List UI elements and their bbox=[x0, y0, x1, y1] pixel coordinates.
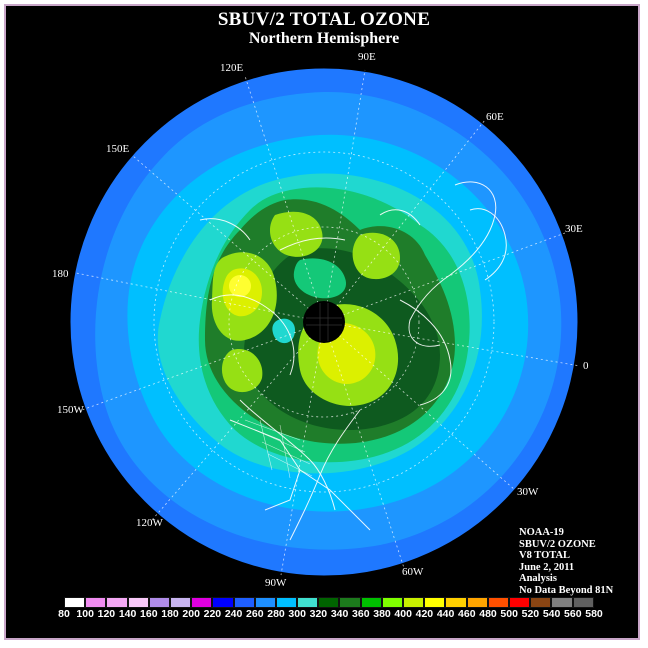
lon-label-30w: 30W bbox=[517, 486, 539, 498]
lon-label-60e: 60E bbox=[486, 111, 504, 123]
colorbar-swatch bbox=[572, 597, 594, 608]
info-note: No Data Beyond 81N bbox=[519, 584, 614, 596]
colorbar-swatch bbox=[297, 597, 319, 608]
colorbar-swatch bbox=[254, 597, 276, 608]
colorbar-tick-label: 480 bbox=[479, 608, 497, 620]
colorbar-tick-label: 320 bbox=[309, 608, 328, 620]
lon-label-90e: 90E bbox=[358, 51, 376, 63]
colorbar-tick-label: 80 bbox=[58, 608, 70, 620]
colorbar-tick-label: 280 bbox=[267, 608, 285, 620]
colorbar-swatch bbox=[233, 597, 255, 608]
colorbar-swatch bbox=[424, 597, 446, 608]
colorbar-tick-label: 360 bbox=[352, 608, 370, 620]
colorbar-tick-label: 400 bbox=[394, 608, 412, 620]
pole-hatch bbox=[306, 303, 342, 341]
info-product: V8 TOTAL bbox=[519, 550, 571, 562]
lon-label-30e: 30E bbox=[565, 223, 583, 235]
lon-label-60w: 60W bbox=[402, 566, 424, 578]
info-satellite: NOAA-19 bbox=[519, 527, 564, 538]
colorbar-tick-label: 220 bbox=[203, 608, 222, 620]
info-instrument: SBUV/2 OZONE bbox=[519, 538, 596, 550]
colorbar-tick-label: 180 bbox=[161, 608, 179, 620]
lon-label-90w: 90W bbox=[265, 577, 287, 589]
colorbar-swatch bbox=[169, 597, 192, 608]
colorbar-swatch bbox=[212, 597, 234, 608]
lon-label-120w: 120W bbox=[136, 517, 163, 529]
colorbar-tick-label: 100 bbox=[76, 608, 94, 620]
colorbar-tick-label: 500 bbox=[500, 608, 518, 620]
contour-400-south bbox=[221, 349, 263, 393]
colorbar-tick-label: 440 bbox=[436, 608, 455, 620]
colorbar-swatch bbox=[445, 597, 467, 608]
colorbar-swatch bbox=[339, 597, 361, 608]
page-subtitle: Northern Hemisphere bbox=[248, 30, 400, 47]
colorbar-swatch bbox=[64, 597, 86, 608]
product-info: NOAA-19 SBUV/2 OZONE V8 TOTAL June 2, 20… bbox=[519, 527, 613, 597]
colorbar-tick-label: 340 bbox=[330, 608, 349, 620]
lon-label-0: 0 bbox=[583, 360, 589, 372]
graticule bbox=[75, 69, 581, 576]
colorbar-tick-label: 380 bbox=[373, 608, 391, 620]
colorbar-swatch bbox=[148, 597, 170, 608]
colorbar-tick-label: 540 bbox=[542, 608, 561, 620]
lon-label-150w: 150W bbox=[57, 404, 84, 416]
pole-no-data-disk bbox=[303, 301, 345, 343]
lon-label-180: 180 bbox=[52, 268, 69, 280]
state-borders bbox=[244, 419, 313, 479]
colorbar-tick-label: 140 bbox=[118, 608, 137, 620]
colorbar-swatch bbox=[127, 597, 149, 608]
colorbar-swatch bbox=[106, 597, 128, 608]
colorbar-swatch bbox=[85, 597, 107, 608]
colorbar-ticks: 80 100 120 140 160 180 200 220 240 260 280 300 320 34… bbox=[0, 608, 648, 622]
colorbar-swatch bbox=[318, 597, 340, 608]
contour-400-east bbox=[352, 232, 400, 280]
map-disk-edge bbox=[69, 67, 579, 577]
colorbar-swatch bbox=[191, 597, 213, 608]
colorbar-swatch bbox=[275, 597, 298, 608]
colorbar bbox=[64, 597, 594, 608]
colorbar-swatch bbox=[530, 597, 552, 608]
contour-320-inner bbox=[272, 318, 296, 344]
lon-label-120e: 120E bbox=[220, 62, 244, 74]
colorbar-tick-label: 580 bbox=[585, 608, 603, 620]
colorbar-tick-label: 200 bbox=[182, 608, 200, 620]
colorbar-tick-label: 420 bbox=[415, 608, 434, 620]
contour-440-max bbox=[229, 275, 251, 297]
colorbar-swatch bbox=[551, 597, 573, 608]
colorbar-swatch bbox=[487, 597, 509, 608]
info-date: June 2, 2011 bbox=[519, 561, 575, 573]
colorbar-tick-label: 560 bbox=[564, 608, 582, 620]
colorbar-swatch bbox=[466, 597, 488, 608]
colorbar-tick-label: 240 bbox=[224, 608, 243, 620]
info-type: Analysis bbox=[519, 573, 557, 585]
lon-label-150e: 150E bbox=[106, 143, 130, 155]
colorbar-tick-label: 460 bbox=[458, 608, 476, 620]
colorbar-tick-label: 520 bbox=[521, 608, 540, 620]
colorbar-tick-label: 160 bbox=[140, 608, 158, 620]
colorbar-swatch bbox=[360, 597, 382, 608]
colorbar-swatch bbox=[508, 597, 531, 608]
colorbar-tick-label: 260 bbox=[246, 608, 264, 620]
colorbar-swatch bbox=[403, 597, 425, 608]
colorbar-tick-label: 300 bbox=[288, 608, 306, 620]
colorbar-tick-label: 120 bbox=[97, 608, 116, 620]
page-title: SBUV/2 TOTAL OZONE bbox=[217, 9, 431, 30]
colorbar-swatch bbox=[381, 597, 403, 608]
